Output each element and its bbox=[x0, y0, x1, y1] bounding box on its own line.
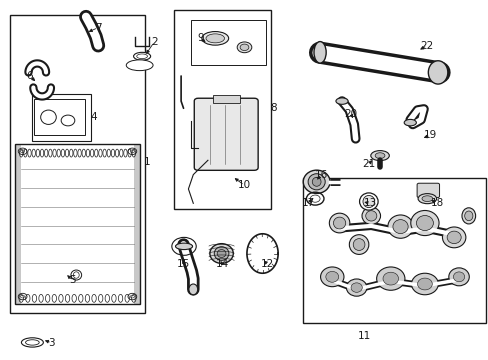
Ellipse shape bbox=[137, 54, 147, 59]
Bar bbox=[34, 99, 85, 135]
Ellipse shape bbox=[359, 193, 377, 210]
Ellipse shape bbox=[387, 215, 412, 238]
Text: 3: 3 bbox=[48, 338, 55, 348]
Text: 10: 10 bbox=[238, 180, 250, 190]
Ellipse shape bbox=[416, 216, 432, 230]
Ellipse shape bbox=[362, 195, 374, 208]
Ellipse shape bbox=[448, 268, 468, 286]
Ellipse shape bbox=[25, 340, 39, 345]
Bar bbox=[173, 10, 271, 209]
Ellipse shape bbox=[240, 44, 248, 50]
Ellipse shape bbox=[417, 194, 436, 204]
Ellipse shape bbox=[352, 239, 364, 251]
Ellipse shape bbox=[214, 247, 228, 260]
Ellipse shape bbox=[417, 278, 431, 290]
Ellipse shape bbox=[365, 211, 376, 221]
Text: 9: 9 bbox=[197, 33, 203, 43]
Ellipse shape bbox=[73, 272, 79, 278]
FancyBboxPatch shape bbox=[416, 183, 439, 198]
Text: 7: 7 bbox=[95, 23, 102, 33]
Ellipse shape bbox=[370, 150, 388, 161]
Text: 8: 8 bbox=[270, 103, 277, 113]
Ellipse shape bbox=[427, 61, 447, 84]
Ellipse shape bbox=[325, 271, 338, 282]
Ellipse shape bbox=[392, 220, 407, 234]
Ellipse shape bbox=[452, 272, 464, 282]
Ellipse shape bbox=[303, 170, 329, 193]
Ellipse shape bbox=[307, 174, 325, 190]
Bar bbox=[212, 95, 239, 103]
Text: 15: 15 bbox=[177, 259, 190, 269]
Ellipse shape bbox=[21, 338, 43, 347]
Text: 2: 2 bbox=[151, 37, 157, 47]
Text: 18: 18 bbox=[429, 198, 443, 208]
Bar bbox=[15, 144, 140, 304]
Ellipse shape bbox=[464, 211, 472, 221]
Text: 20: 20 bbox=[344, 109, 357, 119]
FancyBboxPatch shape bbox=[194, 98, 258, 170]
Text: 22: 22 bbox=[420, 41, 433, 50]
Ellipse shape bbox=[175, 243, 192, 249]
Bar bbox=[134, 144, 140, 304]
Ellipse shape bbox=[209, 244, 233, 264]
Ellipse shape bbox=[411, 273, 437, 295]
Ellipse shape bbox=[320, 267, 343, 287]
Text: 17: 17 bbox=[302, 198, 315, 208]
Ellipse shape bbox=[404, 120, 415, 126]
Ellipse shape bbox=[376, 267, 404, 290]
Ellipse shape bbox=[442, 227, 465, 248]
Bar bbox=[15, 144, 21, 304]
Ellipse shape bbox=[346, 279, 366, 296]
Bar bbox=[10, 15, 144, 313]
Text: 12: 12 bbox=[261, 259, 274, 269]
Text: 21: 21 bbox=[362, 159, 375, 169]
Bar bbox=[32, 94, 91, 140]
Ellipse shape bbox=[205, 34, 224, 43]
Ellipse shape bbox=[312, 177, 321, 186]
Ellipse shape bbox=[133, 52, 150, 60]
Ellipse shape bbox=[217, 249, 225, 257]
Ellipse shape bbox=[237, 42, 251, 53]
Ellipse shape bbox=[71, 270, 81, 280]
Text: 19: 19 bbox=[423, 130, 436, 140]
Ellipse shape bbox=[333, 217, 345, 229]
Ellipse shape bbox=[421, 196, 432, 202]
Text: 14: 14 bbox=[216, 259, 229, 269]
Ellipse shape bbox=[126, 60, 153, 71]
Ellipse shape bbox=[335, 98, 347, 104]
Ellipse shape bbox=[348, 235, 368, 255]
Ellipse shape bbox=[350, 283, 362, 292]
Text: 11: 11 bbox=[357, 331, 370, 341]
Ellipse shape bbox=[382, 272, 398, 285]
Ellipse shape bbox=[461, 208, 475, 224]
Text: 13: 13 bbox=[363, 198, 376, 208]
Ellipse shape bbox=[188, 284, 197, 295]
Ellipse shape bbox=[361, 207, 380, 225]
Text: 1: 1 bbox=[143, 157, 150, 167]
Bar bbox=[303, 178, 485, 323]
Ellipse shape bbox=[329, 213, 349, 233]
Ellipse shape bbox=[446, 231, 460, 244]
Ellipse shape bbox=[202, 32, 228, 45]
Text: 16: 16 bbox=[314, 170, 327, 180]
Text: 4: 4 bbox=[90, 112, 97, 122]
Text: 6: 6 bbox=[26, 71, 33, 81]
Ellipse shape bbox=[410, 211, 438, 235]
Text: 5: 5 bbox=[69, 275, 76, 285]
Ellipse shape bbox=[374, 153, 384, 158]
Bar bbox=[190, 21, 266, 65]
Ellipse shape bbox=[313, 41, 325, 63]
